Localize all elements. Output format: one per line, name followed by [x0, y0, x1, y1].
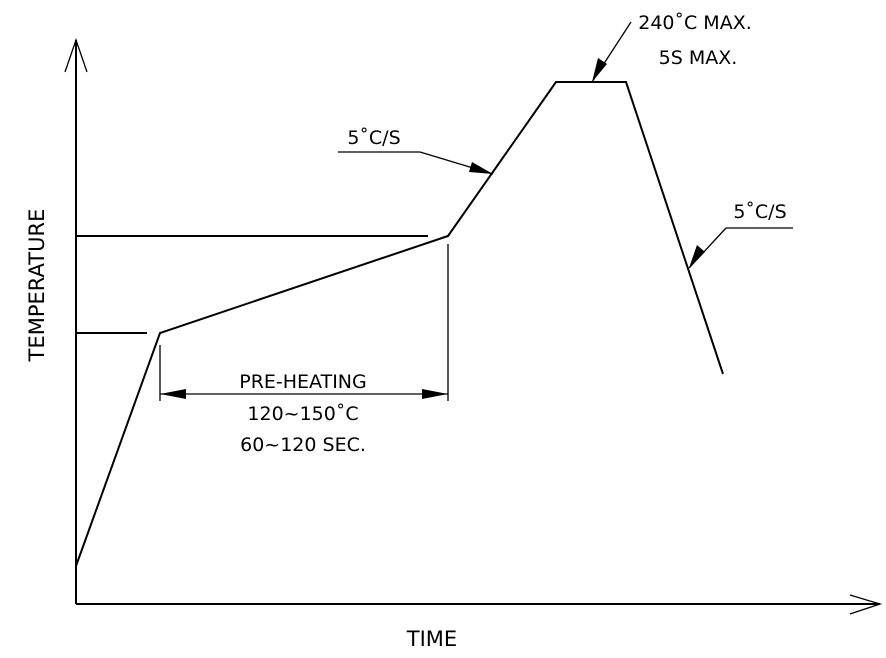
preheat-temp-range: 120~150˚C: [247, 403, 358, 425]
x-axis-label: TIME: [406, 627, 457, 651]
reflow-profile-curve: [75, 81, 724, 567]
preheat-title: PRE-HEATING: [239, 371, 366, 393]
y-axis: [64, 38, 88, 604]
ramp-down-rate-label: 5˚C/S: [733, 201, 786, 223]
preheat-time-range: 60~120 SEC.: [240, 434, 366, 456]
ramp-up-rate-label: 5˚C/S: [347, 127, 400, 149]
peak-temp-label: 240˚C MAX.: [638, 12, 752, 34]
preheat-dimension: [159, 244, 449, 401]
ramp-up-leader: [338, 151, 494, 175]
ramp-down-leader: [688, 227, 793, 269]
x-axis: [76, 594, 883, 615]
peak-time-label: 5S MAX.: [659, 47, 738, 69]
peak-leader: [591, 21, 632, 83]
y-axis-label: TEMPERATURE: [25, 209, 49, 363]
